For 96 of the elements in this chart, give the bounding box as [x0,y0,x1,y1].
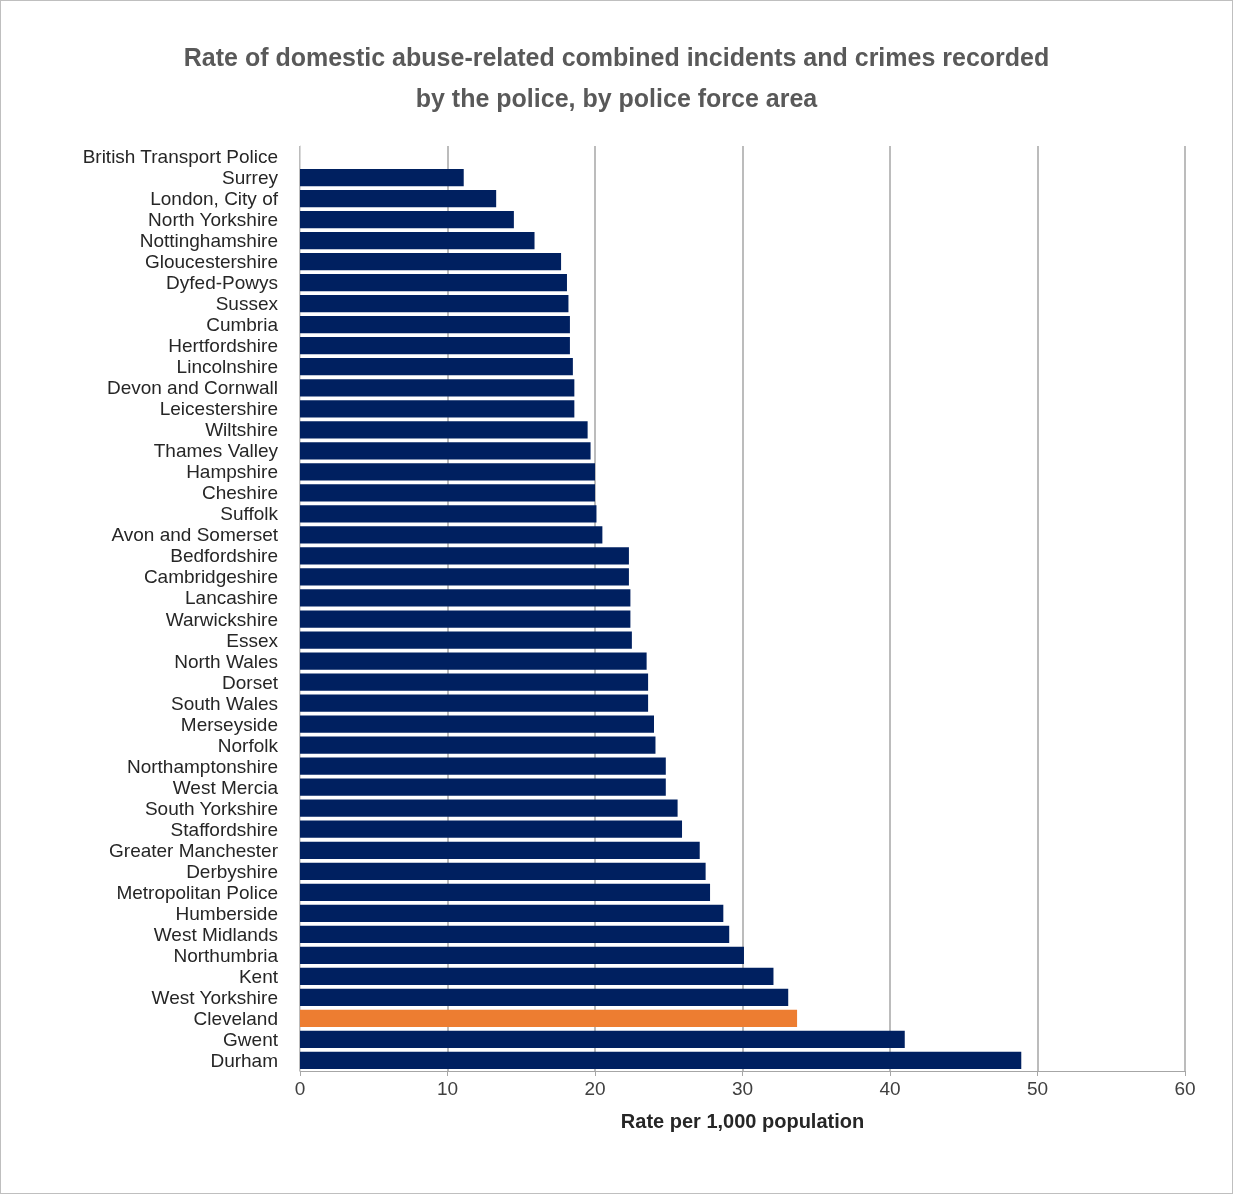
y-tick-label: Cumbria [206,314,279,336]
bar [300,379,575,397]
bar [300,168,464,187]
bar [300,715,654,733]
bar [300,778,666,796]
y-tick-label: Thames Valley [153,440,279,462]
y-tick-label: Sussex [215,293,279,315]
y-tick-label: Northamptonshire [126,755,278,777]
bar [300,589,631,607]
y-tick-label: West Mercia [172,776,279,798]
bar [300,694,649,712]
bar [300,295,569,313]
bar [300,568,629,586]
bar [300,736,656,754]
bar [300,189,497,208]
bar [300,820,683,838]
bar [300,210,514,229]
bar [300,799,678,817]
y-tick-label: Avon and Somerset [111,524,279,546]
y-tick-label: North Yorkshire [148,209,278,231]
y-tick-label: Cambridgeshire [143,566,278,588]
bar [300,673,649,691]
y-tick-label: Durham [210,1049,278,1071]
bar [300,631,632,649]
bar [300,1030,905,1049]
y-tick-label: South Yorkshire [144,797,278,819]
y-tick-label: Merseyside [180,713,278,735]
y-tick-label: Hampshire [186,461,278,483]
y-tick-label: Hertfordshire [168,335,278,357]
bar [300,1009,798,1028]
bar [300,862,706,880]
y-tick-label: Essex [226,629,279,651]
bar [300,505,597,523]
y-tick-label: Bedfordshire [170,545,278,567]
y-tick-label: Gwent [223,1028,279,1050]
y-tick-label: South Wales [170,692,278,714]
bar [300,757,666,775]
y-tick-label: Derbyshire [186,860,278,882]
y-tick-label: British Transport Police [82,146,278,168]
bar [300,967,774,986]
bar [300,358,573,376]
y-tick-label: West Yorkshire [151,986,278,1008]
y-tick-label: Metropolitan Police [116,881,278,903]
y-tick-label: Lincolnshire [176,356,278,378]
bar [300,526,603,544]
y-tick-label: London, City of [150,188,279,210]
chart-title: Rate of domestic abuse-related combined incidents and crimes recorded by the police, by police force area [183,42,1050,112]
y-tick-label: North Wales [174,650,278,672]
y-tick-label: Dyfed-Powys [166,272,278,294]
bar [300,231,535,250]
bar [300,841,700,859]
bar [300,337,570,355]
x-tick-label: 50 [1026,1078,1049,1099]
y-tick-label: Norfolk [217,734,279,756]
y-tick-label: Leicestershire [159,398,278,420]
y-tick-label: West Midlands [153,923,278,945]
bar [300,988,789,1007]
bar [300,652,647,670]
bar [300,253,562,271]
bar [300,484,595,502]
bar [300,274,567,292]
bar [300,925,730,943]
x-tick-label: 60 [1174,1078,1196,1099]
y-tick-label: Nottinghamshire [139,230,278,252]
bar [300,946,744,964]
y-tick-label: Devon and Cornwall [106,377,278,399]
x-axis-title: Rate per 1,000 population [620,1110,865,1132]
bar [300,547,629,565]
bar [300,421,588,439]
y-tick-label: Suffolk [220,503,279,525]
bar [300,442,591,460]
y-tick-label: Greater Manchester [109,839,279,861]
bar [300,463,595,481]
x-tick-label: 40 [879,1078,901,1099]
y-tick-label: Gloucestershire [144,251,278,273]
x-tick-label: 10 [436,1078,459,1099]
y-tick-label: Lancashire [185,587,278,609]
bar [300,883,711,901]
x-tick-label: 30 [731,1078,754,1099]
y-tick-label: Humberside [175,902,278,924]
bar [300,904,724,922]
y-tick-label: Cheshire [201,482,278,504]
bar [300,316,570,334]
bar [300,1051,1022,1070]
bar [300,400,575,418]
y-tick-label: Surrey [222,167,279,189]
y-tick-label: Dorset [222,671,279,693]
y-tick-label: Northumbria [173,944,279,966]
y-tick-label: Warwickshire [165,608,278,630]
bar [300,610,631,628]
y-tick-label: Cleveland [193,1007,278,1029]
y-tick-label: Wiltshire [205,419,278,441]
x-tick-label: 0 [294,1078,306,1099]
y-tick-label: Staffordshire [170,818,278,840]
y-tick-label: Kent [238,965,279,987]
x-tick-label: 20 [584,1078,606,1099]
